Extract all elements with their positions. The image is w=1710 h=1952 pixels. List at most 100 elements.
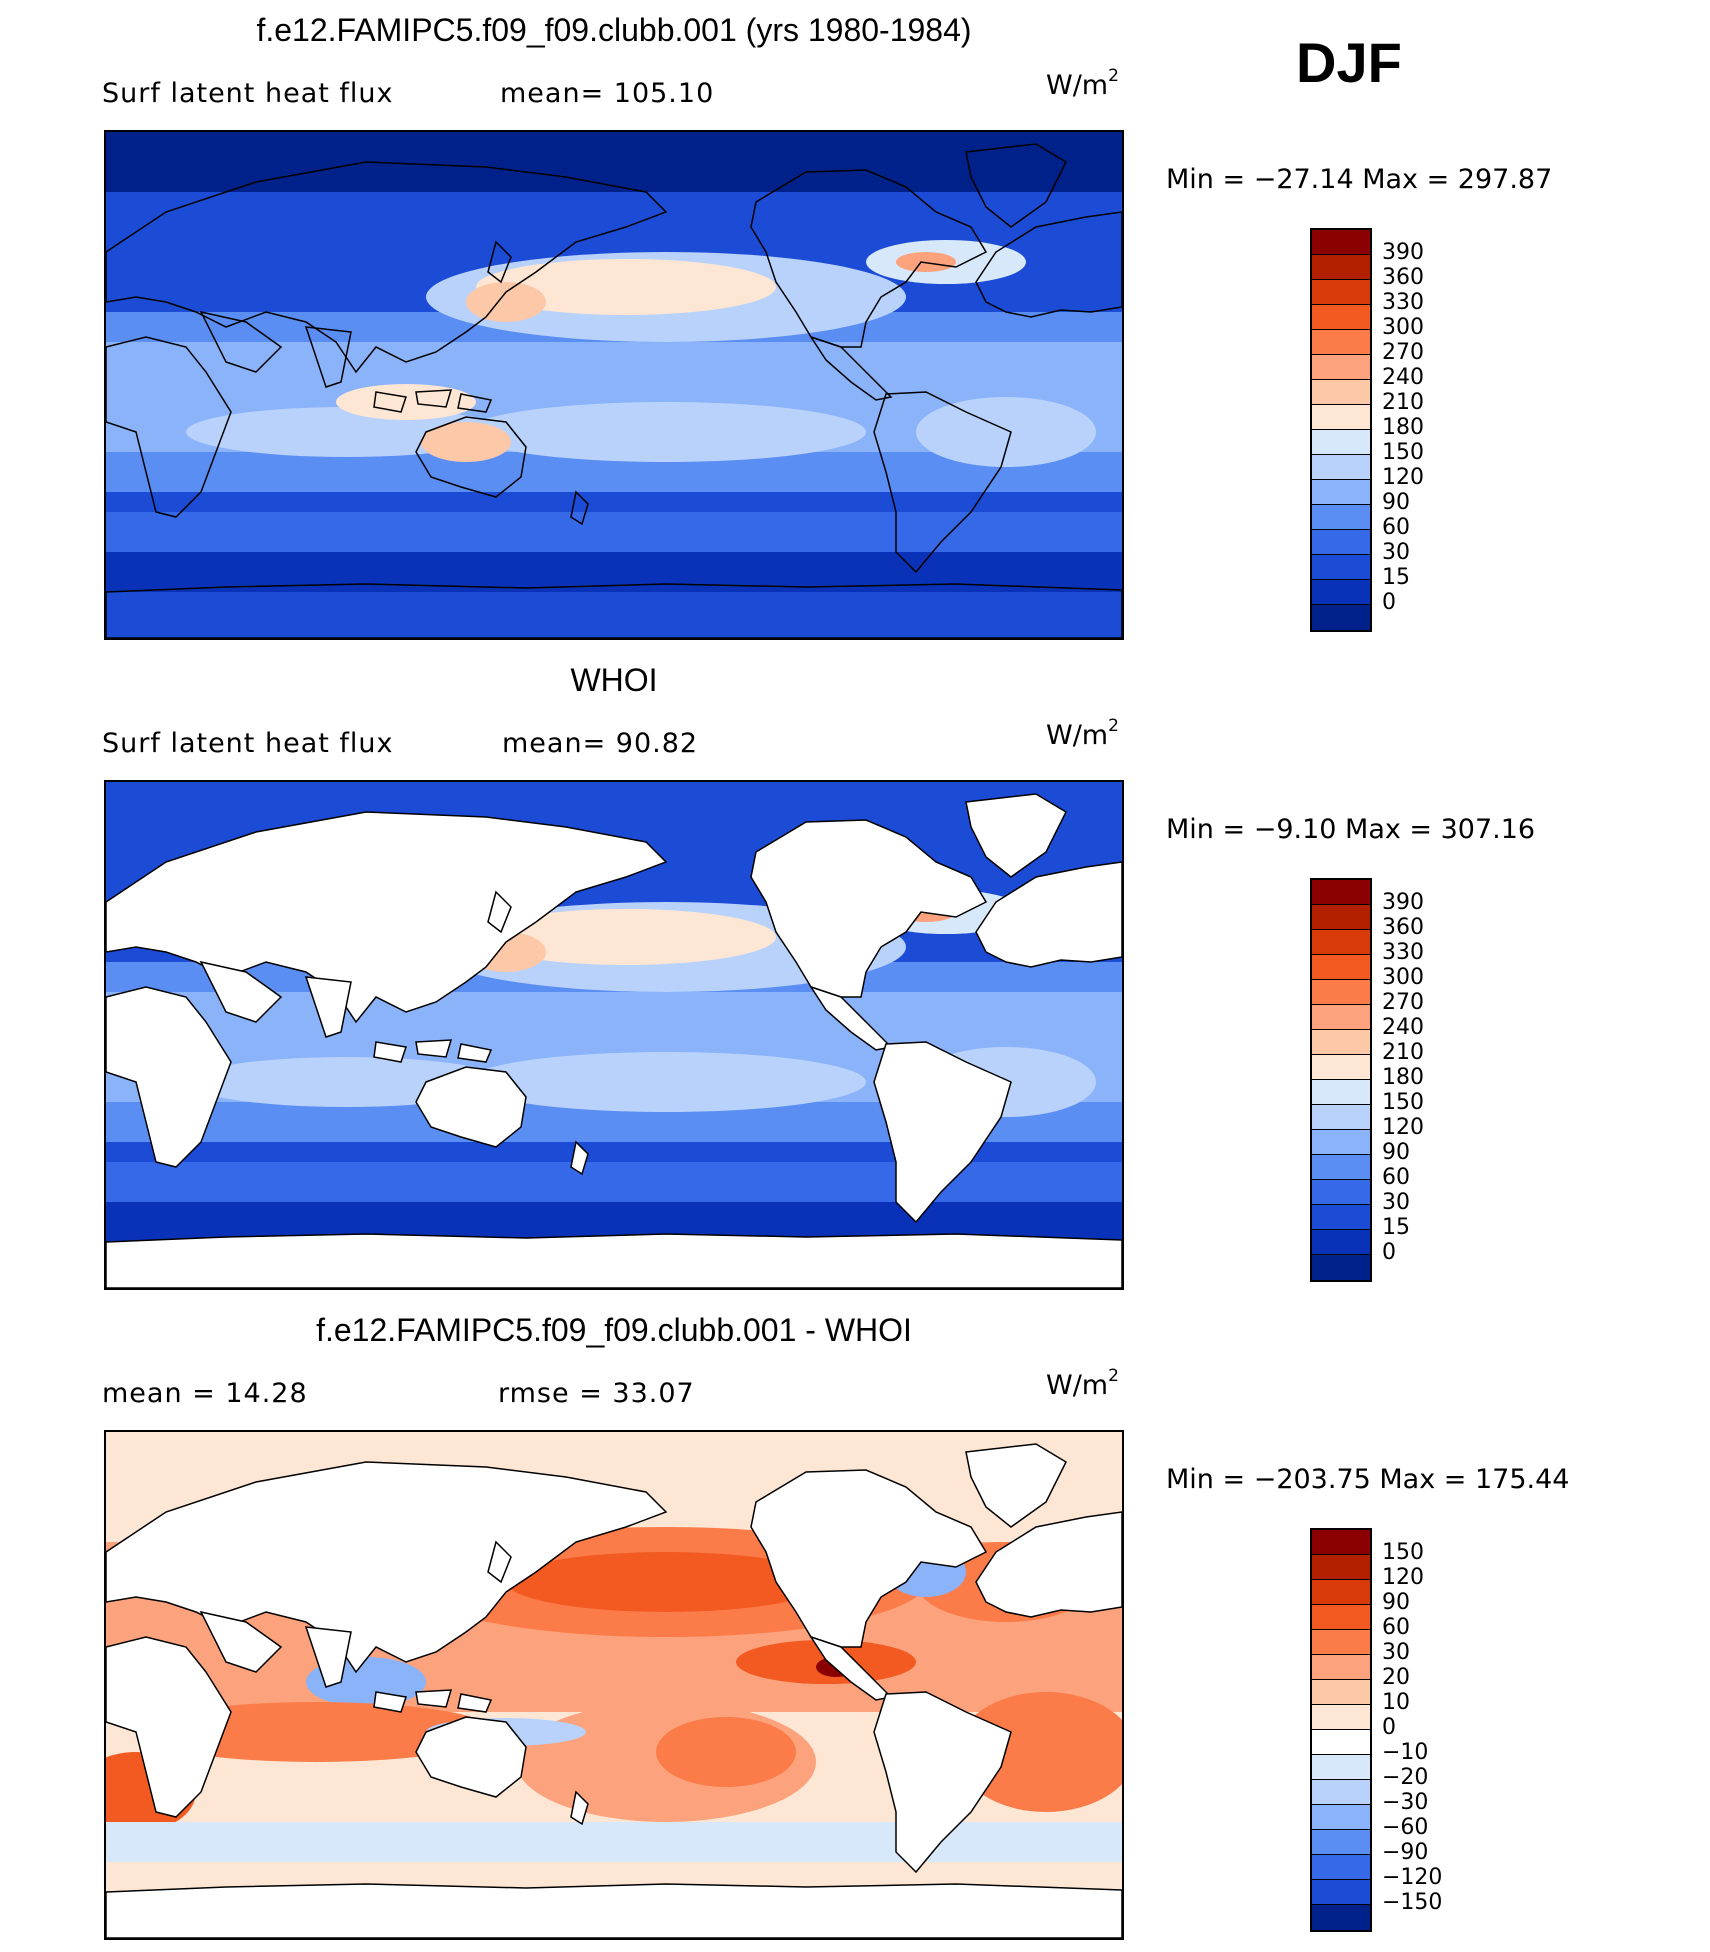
- land-layer: [106, 143, 1122, 638]
- field-contour: [476, 909, 776, 965]
- coastline: [809, 1635, 893, 1701]
- colorbar-swatch: [1312, 1230, 1370, 1255]
- colorbar-swatch: [1312, 480, 1370, 505]
- colorbar-swatch: [1312, 580, 1370, 605]
- colorbar-swatch: [1312, 905, 1370, 930]
- colorbar-tick-label: 360: [1382, 265, 1424, 290]
- coastline: [809, 985, 893, 1051]
- colorbar-tick-label: −120: [1382, 1865, 1443, 1890]
- coastline: [106, 583, 1122, 638]
- colorbar-swatch: [1312, 555, 1370, 580]
- colorbar-tick-label: 120: [1382, 465, 1424, 490]
- coastline: [457, 393, 493, 413]
- colorbar-swatch: [1312, 1630, 1370, 1655]
- colorbar-tick-label: −60: [1382, 1815, 1429, 1840]
- colorbar-tick-label: 240: [1382, 1015, 1424, 1040]
- map-svg: [106, 132, 1122, 638]
- colorbar-tick-label: 270: [1382, 340, 1424, 365]
- coastline: [965, 793, 1067, 878]
- colorbar-tick-label: 150: [1382, 1540, 1424, 1565]
- colorbar-swatch: [1312, 1755, 1370, 1780]
- colorbar-swatch: [1312, 305, 1370, 330]
- season-label: DJF: [1296, 31, 1402, 94]
- colorbar-swatch: [1312, 980, 1370, 1005]
- coastline: [373, 1041, 407, 1063]
- colorbar-swatch: [1312, 1730, 1370, 1755]
- colorbar: [1310, 228, 1372, 632]
- coastline: [570, 1790, 589, 1826]
- coastline: [106, 1636, 232, 1818]
- colorbar-swatch: [1312, 1130, 1370, 1155]
- colorbar-swatch: [1312, 1005, 1370, 1030]
- colorbar-swatch: [1312, 880, 1370, 905]
- coastline: [750, 1469, 988, 1648]
- colorbar-tick-label: 180: [1382, 415, 1424, 440]
- colorbar-tick-label: 240: [1382, 365, 1424, 390]
- colorbar-swatch: [1312, 505, 1370, 530]
- coastline: [106, 336, 232, 518]
- coastline: [487, 240, 512, 284]
- coastline: [415, 1039, 453, 1058]
- colorbar-swatch: [1312, 1805, 1370, 1830]
- colorbar-swatch: [1312, 255, 1370, 280]
- coastline: [415, 416, 527, 498]
- colorbar-tick-label: 330: [1382, 940, 1424, 965]
- colorbar-tick-label: −20: [1382, 1765, 1429, 1790]
- colorbar-tick-label: 210: [1382, 1040, 1424, 1065]
- colorbar-swatch: [1312, 1205, 1370, 1230]
- colorbar-swatch: [1312, 430, 1370, 455]
- colorbar-tick-label: 150: [1382, 440, 1424, 465]
- coastline: [304, 1626, 352, 1688]
- colorbar-tick-label: 300: [1382, 315, 1424, 340]
- colorbar-swatch: [1312, 1880, 1370, 1905]
- colorbar-tick-label: 15: [1382, 565, 1410, 590]
- field-contour: [506, 1552, 826, 1612]
- coastline: [457, 1693, 493, 1713]
- colorbar-swatch: [1312, 1705, 1370, 1730]
- colorbar-tick-label: 0: [1382, 590, 1396, 615]
- map-model: [104, 130, 1124, 640]
- min-max-label: Min = −203.75 Max = 175.44: [1166, 1464, 1570, 1495]
- coastline: [457, 1043, 493, 1063]
- field-contour: [466, 402, 866, 462]
- colorbar-swatch: [1312, 1580, 1370, 1605]
- colorbar-tick-label: −30: [1382, 1790, 1429, 1815]
- variable-label: Surf latent heat flux: [102, 78, 394, 109]
- colorbar-tick-label: 30: [1382, 540, 1410, 565]
- colorbar-swatch: [1312, 355, 1370, 380]
- colorbar-swatch: [1312, 1605, 1370, 1630]
- coastline: [199, 1610, 283, 1673]
- coastline: [809, 335, 893, 401]
- coastline: [975, 1511, 1122, 1618]
- colorbar-tick-label: −10: [1382, 1740, 1429, 1765]
- coastline: [873, 1041, 1012, 1224]
- colorbar-tick-label: 10: [1382, 1690, 1410, 1715]
- map-svg: [106, 782, 1122, 1288]
- coastline: [873, 391, 1012, 574]
- panel-title: f.e12.FAMIPC5.f09_f09.clubb.001 - WHOI: [316, 1312, 912, 1348]
- colorbar-swatch: [1312, 1080, 1370, 1105]
- field-contour: [916, 397, 1096, 467]
- coastline: [965, 1443, 1067, 1528]
- colorbar-tick-label: −150: [1382, 1890, 1443, 1915]
- coastline: [415, 1716, 527, 1798]
- field-band: [106, 1162, 1122, 1202]
- colorbar-swatch: [1312, 1055, 1370, 1080]
- field-contour: [476, 259, 776, 315]
- colorbar-tick-label: 60: [1382, 1615, 1410, 1640]
- colorbar-tick-label: 300: [1382, 965, 1424, 990]
- colorbar-swatch: [1312, 1780, 1370, 1805]
- colorbar-tick-label: 60: [1382, 515, 1410, 540]
- colorbar-tick-label: 390: [1382, 890, 1424, 915]
- coastline: [965, 143, 1067, 228]
- rmse-label: rmse = 33.07: [498, 1378, 695, 1409]
- colorbar-tick-label: 0: [1382, 1715, 1396, 1740]
- colorbar-tick-label: 180: [1382, 1065, 1424, 1090]
- colorbar-swatch: [1312, 1855, 1370, 1880]
- colorbar-tick-label: 390: [1382, 240, 1424, 265]
- colorbar-swatch: [1312, 930, 1370, 955]
- field-contour: [421, 422, 511, 462]
- colorbar-tick-label: 150: [1382, 1090, 1424, 1115]
- coastline: [570, 1140, 589, 1176]
- colorbar-swatch: [1312, 1155, 1370, 1180]
